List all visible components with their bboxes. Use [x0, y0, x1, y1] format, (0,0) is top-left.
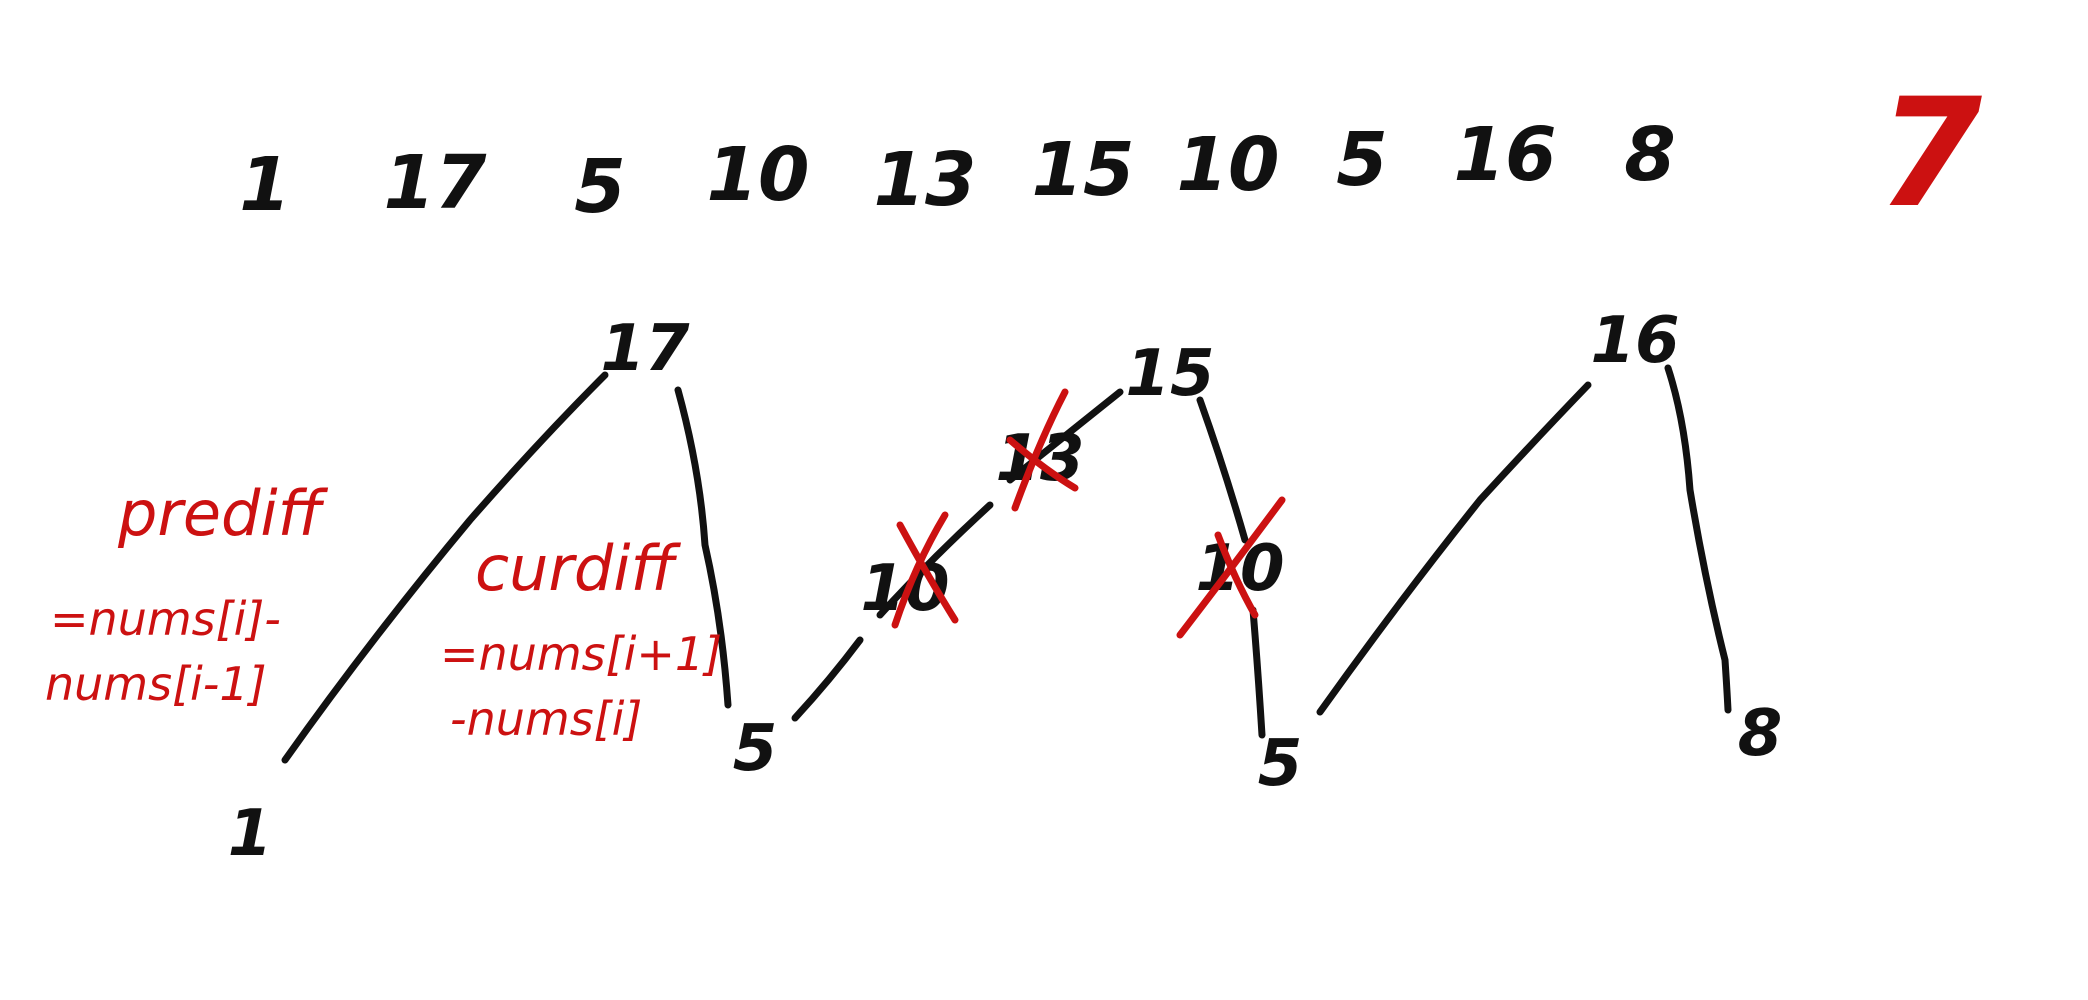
prediff-formula-line2: nums[i-1]: [45, 657, 267, 711]
cross-out-mark: [891, 511, 959, 629]
node-1: 1: [228, 797, 273, 871]
node-15: 15: [1125, 337, 1214, 411]
line-17-to-5: [674, 386, 732, 709]
answer-value: 7: [1878, 67, 1983, 241]
node-5-first: 5: [733, 712, 778, 786]
sequence-item: 16: [1454, 112, 1557, 198]
sequence-item: 5: [1336, 117, 1388, 203]
zigzag-nodes: 1 17 5 10 13 15 10 5 16 8: [228, 304, 1783, 871]
line-16-to-8: [1664, 364, 1732, 714]
prediff-formula-line1: =nums[i]-: [50, 592, 281, 646]
sequence-item: 10: [707, 132, 810, 218]
sequence-item: 17: [384, 140, 487, 226]
cross-marks: [891, 388, 1286, 639]
sequence-item: 13: [874, 137, 977, 223]
node-17: 17: [600, 312, 690, 386]
sequence-row: 1 17 5 10 13 15 10 5 16 8: [239, 112, 1676, 230]
line-5-to-13: [791, 501, 994, 722]
cross-out-mark: [1176, 496, 1286, 639]
node-5-second: 5: [1258, 727, 1303, 801]
sequence-item: 8: [1624, 112, 1676, 198]
sequence-item: 15: [1032, 127, 1135, 213]
line-15-to-5: [1196, 396, 1266, 739]
curdiff-formula-line2: -nums[i]: [450, 692, 642, 746]
sequence-item: 10: [1177, 122, 1280, 208]
prediff-title: prediff: [117, 477, 329, 550]
curdiff-formula-line1: =nums[i+1]: [440, 627, 722, 681]
sequence-item: 5: [574, 144, 626, 230]
sequence-item: 1: [239, 142, 291, 228]
cross-out-mark: [1006, 388, 1079, 512]
wiggle-lines: [281, 364, 1732, 764]
line-13-to-15: [1006, 388, 1124, 484]
prediff-annotation: prediff =nums[i]- nums[i-1]: [45, 477, 329, 711]
node-8: 8: [1738, 697, 1783, 771]
curdiff-title: curdiff: [475, 532, 681, 605]
line-5-to-16: [1316, 381, 1592, 716]
curdiff-annotation: curdiff =nums[i+1] -nums[i]: [440, 532, 722, 746]
line-1-to-17: [281, 371, 609, 764]
node-16: 16: [1590, 304, 1679, 378]
